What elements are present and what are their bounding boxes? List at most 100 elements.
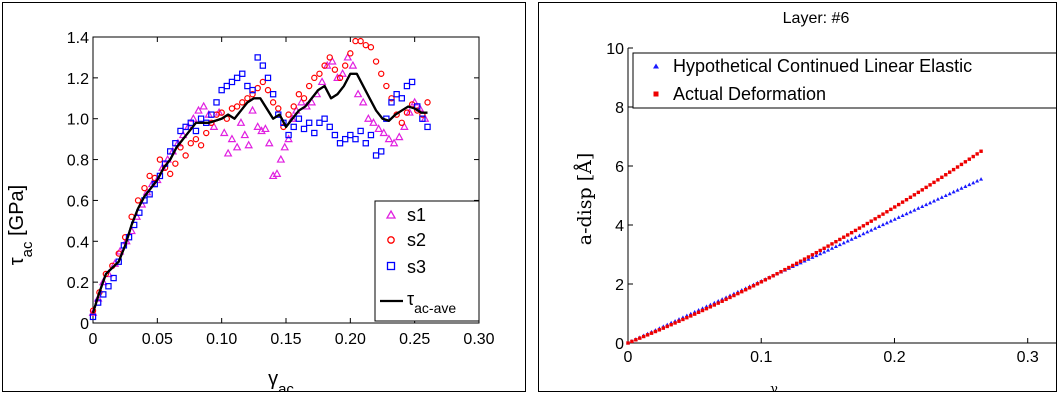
legend-label-s1: s1 <box>407 205 426 225</box>
point-linear <box>971 180 976 185</box>
point-actual <box>759 280 764 284</box>
point-linear <box>869 228 874 232</box>
legend-marker-s1 <box>385 209 397 219</box>
left-y-tick-label: 1.2 <box>67 71 89 88</box>
point-s1 <box>284 134 293 143</box>
point-s3 <box>331 131 339 139</box>
point-linear <box>849 237 854 241</box>
point-actual <box>916 190 921 195</box>
point-s2 <box>187 140 194 147</box>
left-x-tick-label: 0.10 <box>206 331 237 348</box>
point-actual <box>928 183 932 187</box>
point-s2 <box>347 50 354 57</box>
point-s2 <box>352 37 359 45</box>
right-y-axis-label: a-disp [Å] <box>574 153 596 246</box>
left-x-tick-label: 0.20 <box>335 331 366 348</box>
left-legend: s1 s2 s3 τac-ave <box>374 200 480 322</box>
point-linear <box>924 202 929 207</box>
right-x-tick-label: 0.1 <box>750 349 772 366</box>
point-linear <box>931 198 936 203</box>
point-actual <box>806 255 811 259</box>
point-s3 <box>362 140 369 147</box>
point-s3 <box>393 90 400 98</box>
point-s2 <box>367 44 375 51</box>
point-s3 <box>311 129 318 137</box>
point-s3 <box>254 54 261 61</box>
point-s2 <box>378 70 385 77</box>
legend-label-s3: s3 <box>407 257 426 277</box>
point-s1 <box>405 107 414 116</box>
point-actual <box>940 175 944 179</box>
point-actual <box>951 167 956 172</box>
point-s2 <box>166 170 174 178</box>
point-s2 <box>254 84 261 92</box>
point-s2 <box>341 62 349 69</box>
point-actual <box>798 259 803 263</box>
point-s3 <box>187 119 194 126</box>
point-s2 <box>275 105 282 112</box>
point-s1 <box>236 118 246 126</box>
point-s2 <box>146 172 153 180</box>
left-y-label-main: τ <box>6 257 28 265</box>
point-s3 <box>105 283 112 290</box>
point-actual <box>724 297 728 302</box>
point-linear <box>845 238 850 243</box>
point-actual <box>634 338 638 342</box>
point-s3 <box>408 78 416 86</box>
point-linear <box>814 253 819 258</box>
point-actual <box>865 221 870 226</box>
point-actual <box>881 212 885 216</box>
point-s2 <box>424 99 431 106</box>
point-linear <box>841 240 846 245</box>
right-x-tick-label: 0.3 <box>1017 349 1039 366</box>
series-line-ave-top <box>91 72 428 314</box>
point-linear <box>880 222 885 227</box>
point-s3 <box>403 82 411 90</box>
point-linear <box>861 231 866 236</box>
point-s3 <box>233 74 241 82</box>
right-legend-box <box>632 52 1056 109</box>
point-linear <box>920 204 925 208</box>
point-actual <box>736 291 740 296</box>
point-s1 <box>379 128 389 137</box>
point-s2 <box>259 78 267 86</box>
point-actual <box>755 282 760 286</box>
point-s1 <box>400 122 409 130</box>
point-actual <box>696 310 701 315</box>
point-actual <box>849 230 854 235</box>
point-linear <box>979 177 984 181</box>
point-s2 <box>388 95 395 102</box>
point-s2 <box>316 70 323 77</box>
point-s2 <box>311 74 318 82</box>
point-s2 <box>285 111 292 118</box>
point-linear <box>884 220 889 225</box>
point-actual <box>955 165 960 169</box>
left-y-tick-label: 0.8 <box>67 153 89 170</box>
point-actual <box>716 301 720 305</box>
right-x-tick-label: 0 <box>624 349 633 366</box>
point-actual <box>704 306 709 311</box>
point-actual <box>708 305 713 309</box>
left-y-label-sub: ac <box>19 241 36 257</box>
point-s1 <box>358 97 368 106</box>
point-s3 <box>295 115 303 122</box>
point-s1 <box>297 97 306 106</box>
point-s3 <box>177 127 184 135</box>
point-actual <box>626 341 630 345</box>
point-actual <box>747 286 752 290</box>
point-s1 <box>364 113 373 122</box>
point-s2 <box>326 54 333 61</box>
right-x-axis-label: γ <box>770 382 778 391</box>
point-s3 <box>264 74 272 82</box>
point-actual <box>669 323 673 327</box>
point-s3 <box>228 78 236 86</box>
point-s2 <box>233 103 241 110</box>
point-s3 <box>285 131 292 139</box>
point-s3 <box>182 123 189 131</box>
point-s1 <box>248 105 257 114</box>
point-s1 <box>389 138 399 147</box>
point-linear <box>951 189 956 194</box>
point-s2 <box>398 119 405 127</box>
point-linear <box>955 187 960 192</box>
point-actual <box>732 293 736 298</box>
